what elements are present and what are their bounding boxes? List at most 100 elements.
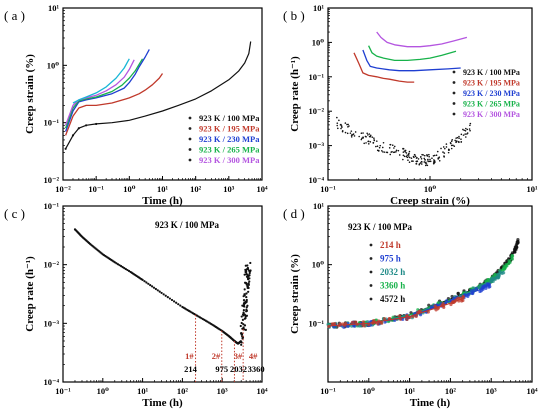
legend-d: 214 h 975 h 2032 h 3360 h 4572 h (369, 240, 405, 304)
y-tick-label-d: 10¹ (313, 201, 325, 211)
x-tick-label-a: 10⁻¹ (88, 184, 104, 194)
y-tick-label-b: 10⁻³ (308, 141, 324, 151)
data-point-c (245, 275, 249, 278)
plot-frame-c (62, 205, 263, 383)
data-point-b (373, 137, 375, 139)
data-point-b (410, 157, 413, 159)
data-point-b (420, 158, 423, 160)
data-point-d (365, 320, 370, 324)
data-point-b (395, 149, 398, 152)
data-point-c (147, 282, 150, 285)
data-point-d (417, 310, 421, 314)
data-point-d (496, 275, 501, 280)
data-point-b (373, 139, 376, 142)
data-point-b (367, 134, 369, 136)
data-point-c (246, 285, 249, 288)
data-point-b (466, 128, 469, 131)
data-point-b (369, 141, 372, 143)
x-axis-label-c: Time (h) (142, 397, 183, 409)
data-point-b (407, 159, 409, 161)
data-point-b (344, 122, 347, 124)
x-tick-label-c: 10⁻¹ (55, 386, 71, 396)
legend-entry-d: 975 h (380, 254, 401, 264)
data-point-d (427, 303, 431, 307)
data-point-d (441, 302, 445, 306)
data-point-b (378, 146, 381, 149)
y-tick-label-a: 10¹ (48, 3, 60, 13)
data-point-c (162, 293, 165, 296)
data-point-b (407, 155, 410, 157)
data-point-b (383, 151, 386, 153)
data-point-d (361, 320, 366, 324)
stage-label: 4# (249, 351, 258, 361)
data-point-b (426, 154, 428, 156)
data-point-b (435, 154, 438, 156)
data-point-b (458, 135, 460, 138)
time-marker-label: 214 (184, 364, 198, 374)
data-point-c (121, 266, 124, 269)
data-point-b (465, 127, 467, 130)
data-point-c (145, 281, 148, 284)
x-axis-label-a: Time (h) (142, 195, 183, 207)
data-point-b (393, 151, 396, 153)
series-line-b-4 (376, 31, 468, 48)
data-point-c (150, 285, 154, 288)
data-point-b (375, 140, 378, 142)
axes-c: 10⁻¹ 10⁰ 10¹ 10² 10³ 10⁴ 10⁻⁴ 10⁻³ 10⁻² 10⁻¹ Time … (24, 201, 268, 409)
data-point-c (244, 268, 247, 271)
y-tick-label-a: 10⁻¹ (43, 118, 59, 128)
y-tick-label-b: 10⁻² (308, 106, 324, 116)
data-point-c (245, 298, 248, 302)
data-point-c (141, 278, 144, 281)
data-point-b (442, 146, 445, 148)
data-point-d (456, 291, 460, 295)
data-point-c (249, 261, 252, 265)
legend-marker-d (369, 270, 373, 274)
data-point-c (243, 305, 246, 308)
data-point-b (402, 147, 404, 150)
data-point-b (469, 122, 472, 125)
series-line-d-1 (327, 283, 492, 327)
data-point-b (347, 126, 349, 128)
legend-entry-b: 923 K / 230 MPa (463, 89, 520, 98)
legend-entry-d: 214 h (380, 240, 401, 250)
data-point-c (166, 296, 169, 299)
data-point-c (172, 300, 176, 303)
data-point-c (239, 324, 242, 328)
y-axis-label-b: Creep rate (h⁻¹) (289, 56, 301, 132)
time-marker-label: 975 (215, 364, 228, 374)
data-point-d (372, 318, 376, 323)
data-point-c (164, 294, 167, 297)
data-point-c (124, 267, 127, 271)
data-point-b (450, 144, 453, 147)
data-point-b (427, 160, 429, 163)
data-point-b (336, 116, 338, 119)
data-point-b (406, 156, 409, 159)
data-point-b (466, 132, 469, 134)
data-point-b (451, 138, 454, 141)
data-point-b (447, 148, 450, 151)
data-point-b (344, 131, 347, 134)
data-point-c (240, 321, 243, 325)
data-point-c (242, 326, 245, 329)
data-point-b (415, 160, 418, 163)
data-point-c (160, 291, 163, 295)
data-point-b (385, 151, 388, 154)
data-point-b (426, 159, 429, 161)
data-point-b (381, 146, 384, 149)
data-point-d (486, 278, 490, 282)
chart-title-d: 923 K / 100 MPa (348, 222, 412, 232)
data-point-b (421, 161, 423, 163)
data-point-d (478, 289, 482, 294)
data-point-c (243, 324, 247, 327)
legend-marker-a (188, 148, 192, 151)
data-point-b (423, 154, 426, 157)
data-point-b (423, 157, 426, 160)
data-point-b (405, 152, 408, 154)
data-point-b (438, 159, 441, 162)
legend-marker-a (188, 127, 192, 130)
data-point-b (437, 157, 440, 160)
data-point-d (474, 287, 479, 291)
data-point-c (149, 284, 152, 287)
x-tick-label-c: 10² (177, 386, 189, 396)
